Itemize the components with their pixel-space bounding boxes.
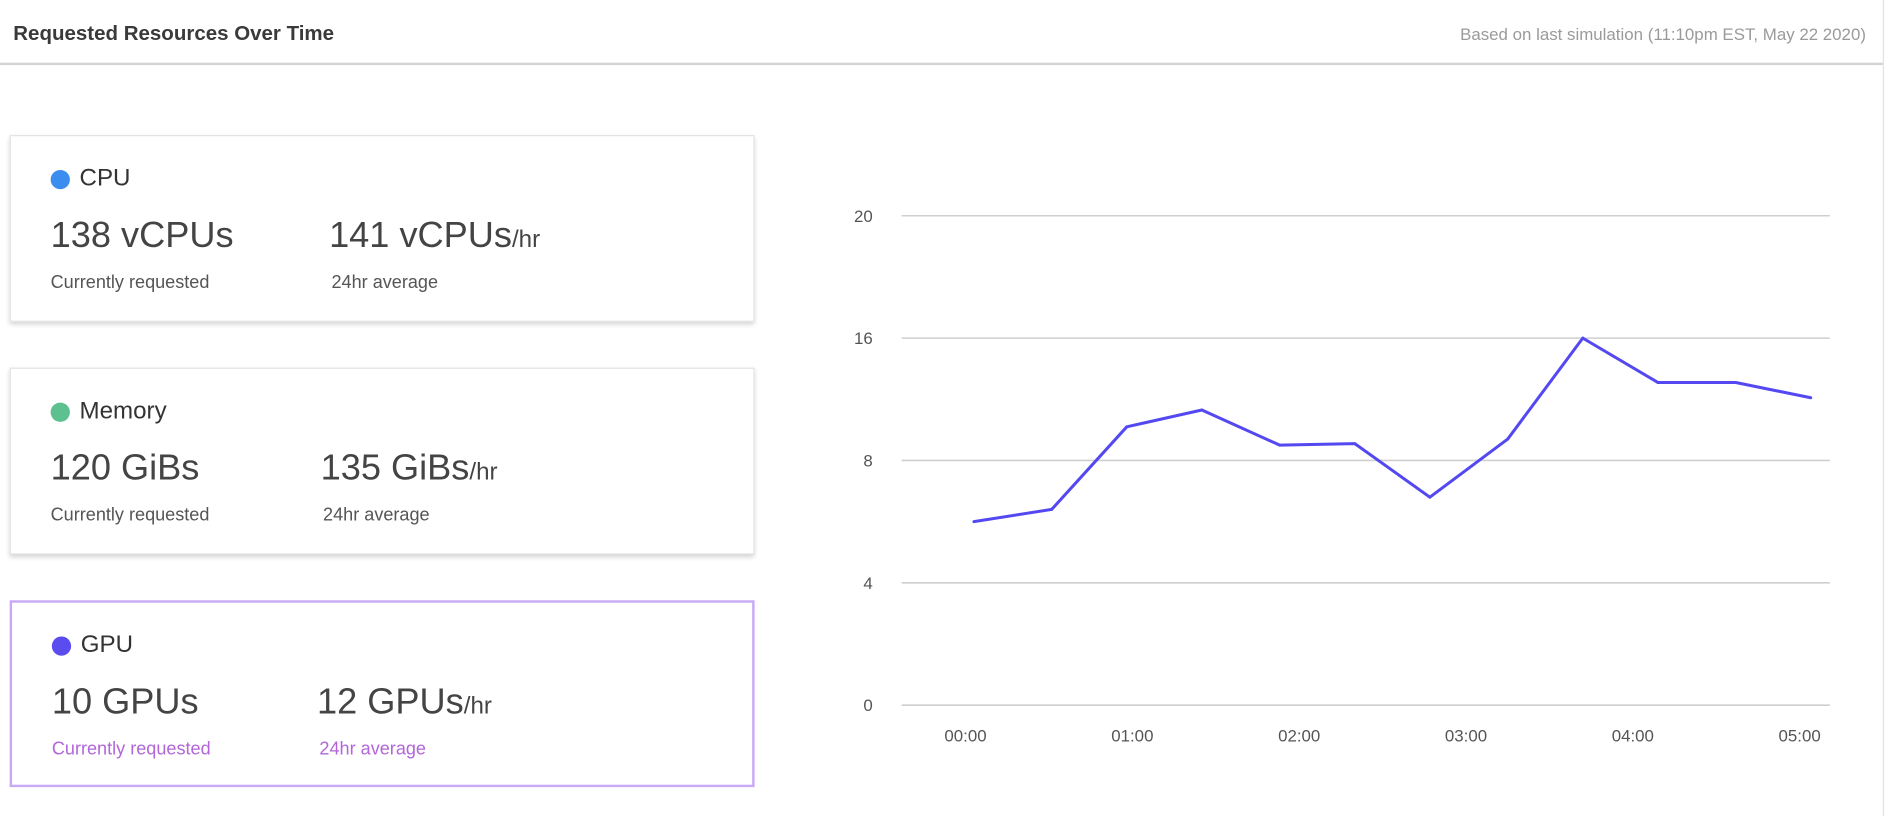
average-number: 135 GiBs <box>320 448 470 489</box>
data-point <box>1734 381 1738 384</box>
gpu-line-chart: 0 4 8 16 20 00:00 01:00 02:00 03:00 04:00 05:00 <box>854 207 1830 745</box>
average-caption: 24hr average <box>331 272 439 293</box>
average-caption: 24hr average <box>323 505 430 526</box>
panel-header: Requested Resources Over Time Based on l… <box>0 0 1883 66</box>
data-point <box>1809 396 1813 400</box>
current-caption: Currently requested <box>51 738 211 760</box>
gpu-series-line <box>973 336 1812 524</box>
resource-name: Memory <box>79 397 167 425</box>
data-point <box>1050 507 1054 511</box>
resource-label: CPU <box>50 165 131 193</box>
y-tick-label: 8 <box>863 451 872 470</box>
data-point <box>1125 425 1129 429</box>
resource-label: Memory <box>50 397 167 426</box>
gpu-dot-icon <box>51 635 72 656</box>
average-caption: 24hr average <box>319 738 426 760</box>
x-tick-label: 01:00 <box>1111 726 1153 745</box>
average-unit: /hr <box>511 226 541 254</box>
y-tick-label: 0 <box>863 696 872 715</box>
x-tick-label: 04:00 <box>1612 726 1654 745</box>
data-point <box>1656 381 1660 384</box>
x-tick-label: 00:00 <box>944 726 986 745</box>
x-tick-label: 03:00 <box>1445 726 1487 745</box>
x-tick-label: 02:00 <box>1278 726 1320 745</box>
average-value: 141 vCPUs/hr <box>329 216 540 257</box>
resource-name: CPU <box>79 165 131 192</box>
current-value: 10 GPUs <box>51 682 199 723</box>
resource-card-cpu[interactable]: CPU 138 vCPUs 141 vCPUs/hr Currently req… <box>9 135 755 322</box>
data-point <box>1353 442 1357 446</box>
average-value: 12 GPUs/hr <box>317 682 492 723</box>
divider <box>1882 0 1885 816</box>
current-value: 120 GiBs <box>50 448 200 489</box>
current-caption: Currently requested <box>50 505 210 526</box>
cpu-dot-icon <box>50 169 70 189</box>
average-unit: /hr <box>469 459 498 486</box>
resource-name: GPU <box>80 631 134 659</box>
average-number: 141 vCPUs <box>329 215 512 256</box>
average-unit: /hr <box>463 693 492 720</box>
data-point <box>1428 495 1432 499</box>
resource-card-gpu[interactable]: GPU 10 GPUs 12 GPUs/hr Currently request… <box>9 600 755 788</box>
data-point <box>1200 408 1204 412</box>
data-point <box>1278 443 1282 447</box>
y-tick-label: 20 <box>854 207 873 226</box>
y-tick-label: 4 <box>863 574 872 593</box>
y-tick-label: 16 <box>854 329 873 348</box>
data-point <box>1506 437 1510 441</box>
current-value: 138 vCPUs <box>50 215 234 256</box>
current-caption: Currently requested <box>50 272 210 293</box>
resource-label: GPU <box>51 631 134 660</box>
average-value: 135 GiBs/hr <box>321 448 498 489</box>
simulation-timestamp: Based on last simulation (11:10pm EST, M… <box>1460 24 1866 44</box>
data-point <box>972 520 976 524</box>
resource-card-memory[interactable]: Memory 120 GiBs 135 GiBs/hr Currently re… <box>9 367 755 555</box>
x-tick-label: 05:00 <box>1779 726 1821 745</box>
memory-dot-icon <box>50 402 70 422</box>
panel-title: Requested Resources Over Time <box>13 21 335 45</box>
average-number: 12 GPUs <box>317 682 464 723</box>
data-point <box>1581 336 1585 340</box>
